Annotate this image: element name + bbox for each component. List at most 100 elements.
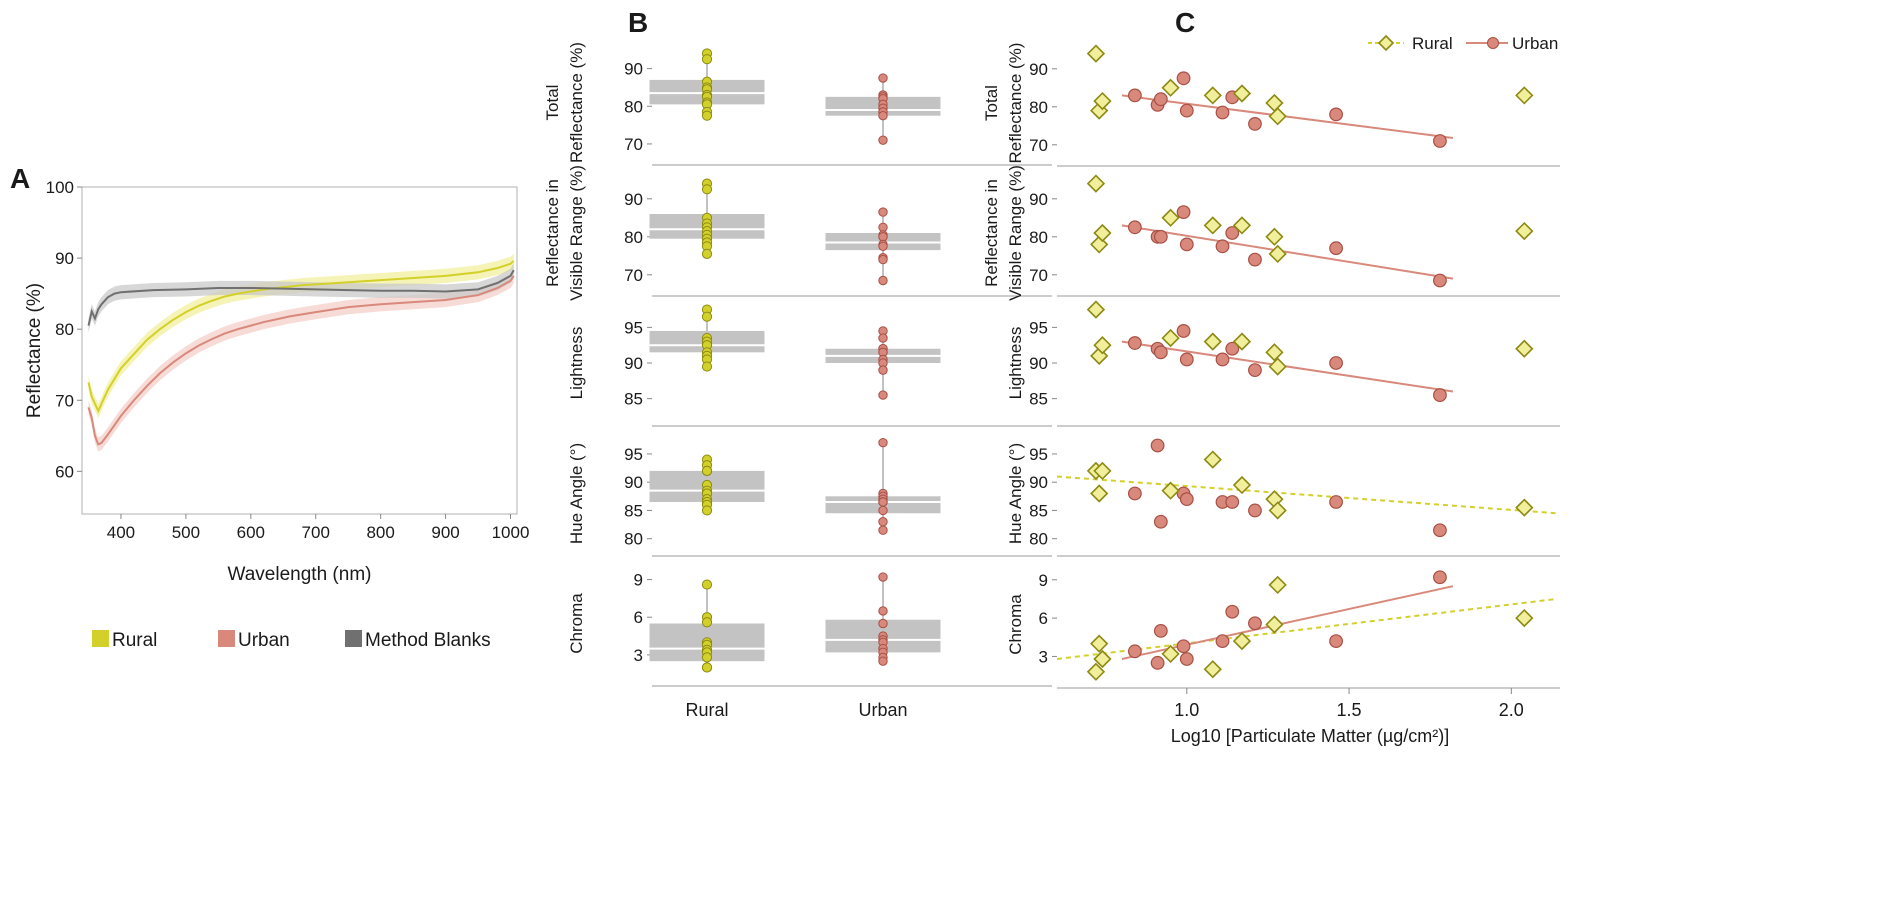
legend-rural-marker (1377, 34, 1395, 52)
x-tick-label: 700 (302, 523, 330, 542)
row-label: Visible Range (%) (1006, 165, 1025, 301)
point-urban (1215, 239, 1230, 254)
point-urban (1329, 356, 1343, 370)
rural-fit-line (1056, 475, 1557, 515)
y-tick-label: 90 (55, 249, 74, 268)
row-label: Hue Angle (°) (567, 443, 586, 544)
point-rural (1090, 484, 1109, 503)
point-urban (878, 275, 888, 286)
point-rural (1203, 450, 1222, 469)
point-urban (1433, 273, 1447, 288)
point-rural (701, 465, 713, 476)
point-urban (878, 241, 888, 252)
point-rural (701, 361, 713, 372)
point-rural (1203, 660, 1222, 679)
y-tick-label: 90 (1029, 60, 1048, 79)
point-rural (1265, 227, 1284, 246)
y-tick-label: 90 (1029, 190, 1048, 209)
legend-label-urban: Urban (1512, 34, 1558, 53)
point-urban (878, 254, 888, 265)
x-tick-label: 400 (107, 523, 135, 542)
point-urban (1179, 492, 1194, 507)
point-rural (1086, 300, 1106, 319)
panel-a-letter: A (10, 163, 30, 194)
x-tick-label: 1.5 (1337, 700, 1362, 720)
point-rural (1232, 84, 1252, 103)
y-tick-label: 6 (634, 608, 643, 627)
point-urban (878, 517, 888, 527)
point-urban (1176, 639, 1191, 654)
y-tick-label: 90 (624, 190, 643, 209)
point-urban (878, 525, 888, 535)
band-blank (88, 263, 514, 333)
row-label: Total (543, 85, 562, 121)
y-tick-label: 9 (1039, 571, 1048, 590)
row-label: Visible Range (%) (567, 165, 586, 301)
y-tick-label: 90 (1029, 473, 1048, 492)
x-tick-label: 800 (366, 523, 394, 542)
legend-urban-marker (1487, 37, 1499, 49)
point-rural (1093, 461, 1112, 481)
point-rural (1515, 608, 1534, 628)
y-tick-label: 70 (1029, 136, 1048, 155)
panel-c-letter: C (1175, 7, 1195, 38)
line-rural (87, 260, 515, 414)
point-rural (1086, 662, 1106, 681)
point-urban (1176, 324, 1191, 338)
point-rural (1268, 244, 1287, 264)
point-urban (1248, 116, 1262, 131)
point-rural (701, 54, 713, 65)
point-rural (1268, 501, 1287, 520)
point-urban (878, 618, 888, 629)
point-urban (1329, 634, 1343, 649)
point-rural (701, 248, 713, 259)
point-rural (1093, 91, 1112, 111)
point-rural (701, 652, 713, 663)
y-tick-label: 95 (1029, 318, 1048, 337)
point-urban (1153, 623, 1168, 638)
x-axis-label: Log10 [Particulate Matter (µg/cm²)] (1171, 726, 1449, 746)
legend-label-rural: Rural (1412, 34, 1453, 53)
point-rural (1093, 649, 1112, 669)
point-urban (1127, 644, 1142, 659)
point-rural (1268, 575, 1287, 595)
point-urban (1329, 495, 1343, 509)
point-urban (1127, 220, 1142, 235)
point-urban (1127, 88, 1142, 103)
row-label: Chroma (1006, 594, 1025, 655)
legend-swatch-urban (218, 630, 235, 647)
point-rural (701, 505, 713, 516)
legend-label-rural: Rural (112, 630, 157, 651)
point-urban (1329, 107, 1343, 122)
legend-label-blank: Method Blanks (365, 630, 491, 651)
point-rural (1086, 44, 1106, 63)
point-rural (1232, 631, 1252, 651)
point-urban (1248, 616, 1262, 631)
y-tick-label: 80 (624, 228, 643, 247)
point-urban (1433, 523, 1447, 538)
point-rural (1161, 644, 1180, 664)
panel-b-letter: B (628, 7, 648, 38)
row-label: Reflectance in (982, 179, 1001, 287)
point-rural (1090, 634, 1109, 653)
category-label: Urban (858, 700, 907, 720)
y-tick-label: 80 (1029, 530, 1048, 549)
point-urban (878, 333, 888, 343)
y-tick-label: 90 (624, 473, 643, 492)
point-urban (1127, 486, 1142, 501)
point-urban (1153, 514, 1168, 529)
x-tick-label: 1000 (492, 523, 530, 542)
legend-swatch-rural (92, 630, 109, 647)
y-tick-label: 80 (1029, 228, 1048, 247)
point-urban (1225, 495, 1240, 509)
point-urban (878, 572, 888, 582)
y-tick-label: 85 (1029, 501, 1048, 520)
y-tick-label: 6 (1039, 609, 1048, 628)
point-rural (1090, 346, 1109, 366)
point-urban (1433, 388, 1447, 402)
point-urban (1179, 237, 1194, 252)
row-label: Chroma (567, 593, 586, 654)
y-tick-label: 70 (624, 135, 643, 154)
x-tick-label: 2.0 (1499, 700, 1524, 720)
